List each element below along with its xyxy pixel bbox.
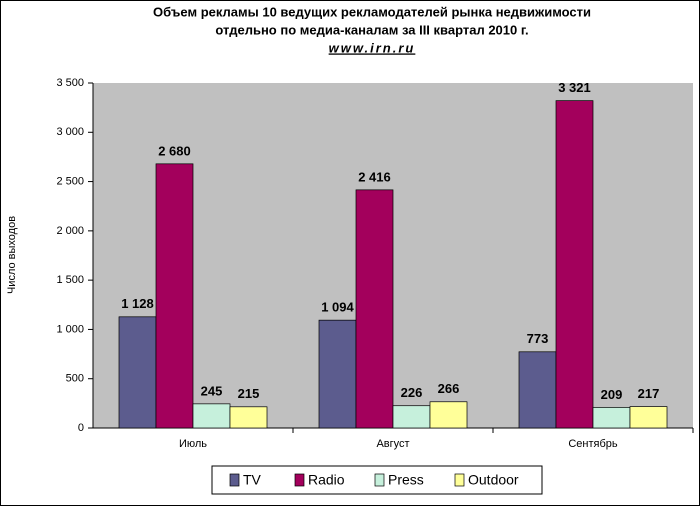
- y-tick-label: 500: [66, 373, 84, 385]
- value-label: 245: [201, 383, 223, 398]
- y-tick-label: 1 000: [56, 323, 84, 335]
- y-axis-label: Число выходов: [6, 216, 18, 294]
- value-label: 2 416: [358, 169, 391, 184]
- legend-swatch: [229, 473, 240, 487]
- y-tick-label: 0: [78, 422, 84, 434]
- bar: [392, 405, 431, 429]
- x-tick-label: Июль: [179, 438, 207, 450]
- value-label: 215: [238, 386, 260, 401]
- bar: [429, 401, 468, 429]
- legend-swatch: [374, 473, 385, 487]
- chart-title: Объем рекламы 10 ведущих рекламодателей …: [153, 4, 591, 19]
- x-tick-label: Август: [376, 438, 409, 450]
- value-label: 217: [638, 386, 660, 401]
- bar: [229, 406, 268, 429]
- bar: [155, 163, 194, 429]
- value-label: 3 321: [558, 80, 591, 95]
- bar: [118, 316, 157, 429]
- y-tick-label: 2 500: [56, 175, 84, 187]
- chart-source: www.irn.ru: [329, 40, 416, 55]
- bar: [318, 319, 357, 429]
- bar: [629, 406, 668, 429]
- value-label: 2 680: [158, 143, 191, 158]
- value-label: 226: [401, 385, 423, 400]
- x-tick-label: Сентябрь: [568, 438, 618, 450]
- y-tick-label: 1 500: [56, 274, 84, 286]
- value-label: 209: [601, 387, 623, 402]
- bar: [518, 351, 557, 429]
- bar: [355, 189, 394, 429]
- legend-label: Radio: [308, 472, 345, 488]
- y-tick-label: 2 000: [56, 225, 84, 237]
- bar: [192, 403, 231, 429]
- legend-swatch: [454, 473, 465, 487]
- legend-label: Press: [388, 472, 424, 488]
- value-label: 266: [438, 381, 460, 396]
- chart-subtitle: отдельно по медиа-каналам за III квартал…: [215, 22, 528, 37]
- value-label: 1 128: [121, 296, 154, 311]
- legend-swatch: [294, 473, 305, 487]
- bar: [592, 407, 631, 429]
- value-label: 1 094: [321, 300, 354, 315]
- legend-label: TV: [243, 472, 262, 488]
- legend-label: Outdoor: [468, 472, 519, 488]
- value-label: 773: [527, 331, 549, 346]
- y-tick-label: 3 500: [56, 77, 84, 89]
- bar: [555, 100, 594, 429]
- y-tick-label: 3 000: [56, 126, 84, 138]
